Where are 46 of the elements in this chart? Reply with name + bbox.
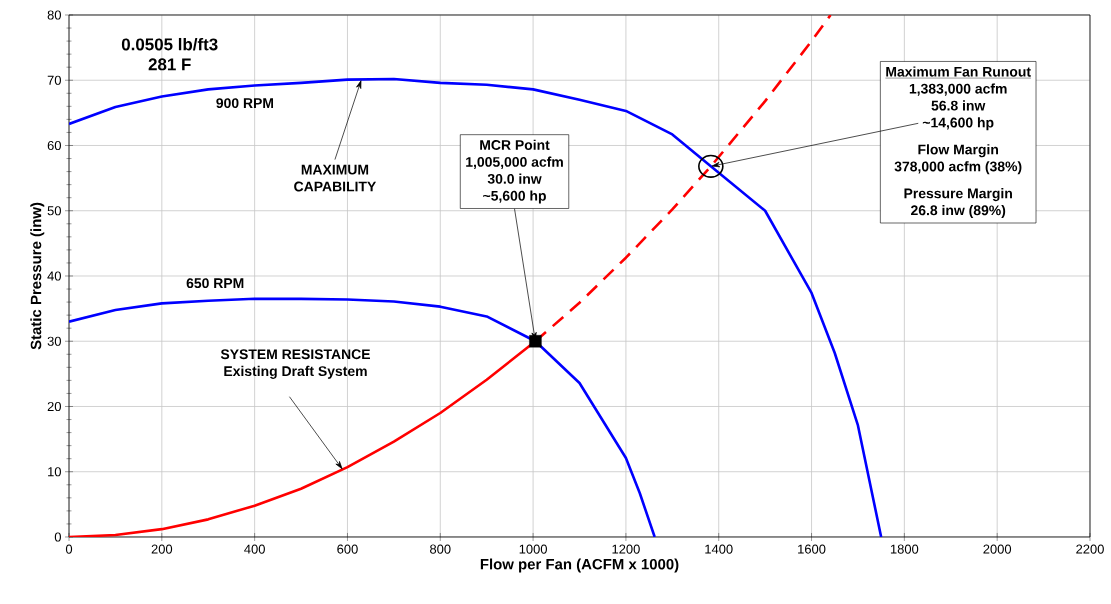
x-tick-label: 1000: [519, 544, 547, 554]
annotation: MAXIMUM CAPABILITY: [294, 164, 377, 192]
annotation: Pressure Margin: [904, 188, 1012, 202]
y-tick-label: 60: [47, 140, 61, 151]
annotation: Maximum Fan Runout: [886, 66, 1031, 77]
x-tick-label: 1200: [612, 544, 640, 554]
y-tick-label: 20: [47, 401, 61, 412]
y-tick-label: 80: [47, 10, 61, 20]
x-tick-label: 600: [337, 544, 358, 554]
series-label: 900 RPM: [216, 98, 274, 109]
series-label: 650 RPM: [186, 278, 244, 289]
x-tick-label: 200: [151, 544, 173, 554]
x-axis-title: Flow per Fan (ACFM x 1000): [480, 558, 679, 573]
annotation: 378,000 acfm (38%): [894, 161, 1022, 175]
y-tick-label: 0: [54, 532, 61, 542]
y-tick-label: 30: [47, 336, 61, 346]
annotation: 1,383,000 acfm: [909, 83, 1007, 96]
annotation: Flow Margin: [918, 144, 998, 158]
x-tick-label: 1400: [705, 544, 733, 554]
annotation: 0.0505 lb/ft3: [121, 37, 218, 51]
y-tick-label: 10: [48, 467, 61, 477]
annotation: MCR Point: [480, 139, 550, 150]
x-tick-label: 2000: [983, 544, 1012, 554]
annotation: 30.0 inw: [487, 173, 542, 184]
x-tick-label: 800: [430, 544, 451, 554]
annotation: ~5,600 hp: [483, 190, 546, 204]
y-tick-label: 70: [47, 75, 61, 85]
y-axis-title: Static Pressure (inw): [30, 202, 45, 350]
annotation: 56.8 inw: [931, 100, 986, 111]
x-tick-label: 400: [244, 544, 265, 554]
annotation: Existing Draft System: [224, 365, 367, 379]
x-tick-label: 1600: [798, 544, 826, 554]
y-tick-label: 40: [47, 271, 61, 281]
line-series: [69, 77, 883, 537]
annotation: ~14,600 hp: [922, 117, 994, 131]
point: [698, 154, 724, 178]
line-series: [69, 297, 656, 537]
x-tick-label: 0: [65, 544, 73, 554]
point: [529, 335, 542, 348]
annotation: 26.8 inw (89%): [911, 205, 1006, 218]
y-tick-label: 50: [47, 206, 61, 216]
annotation: 1,005,000 acfm: [466, 156, 563, 169]
x-tick-label: 1800: [890, 544, 919, 554]
x-tick-label: 2200: [1076, 544, 1104, 554]
annotation: 281 F: [148, 58, 191, 71]
annotation: SYSTEM RESISTANCE: [220, 349, 370, 360]
